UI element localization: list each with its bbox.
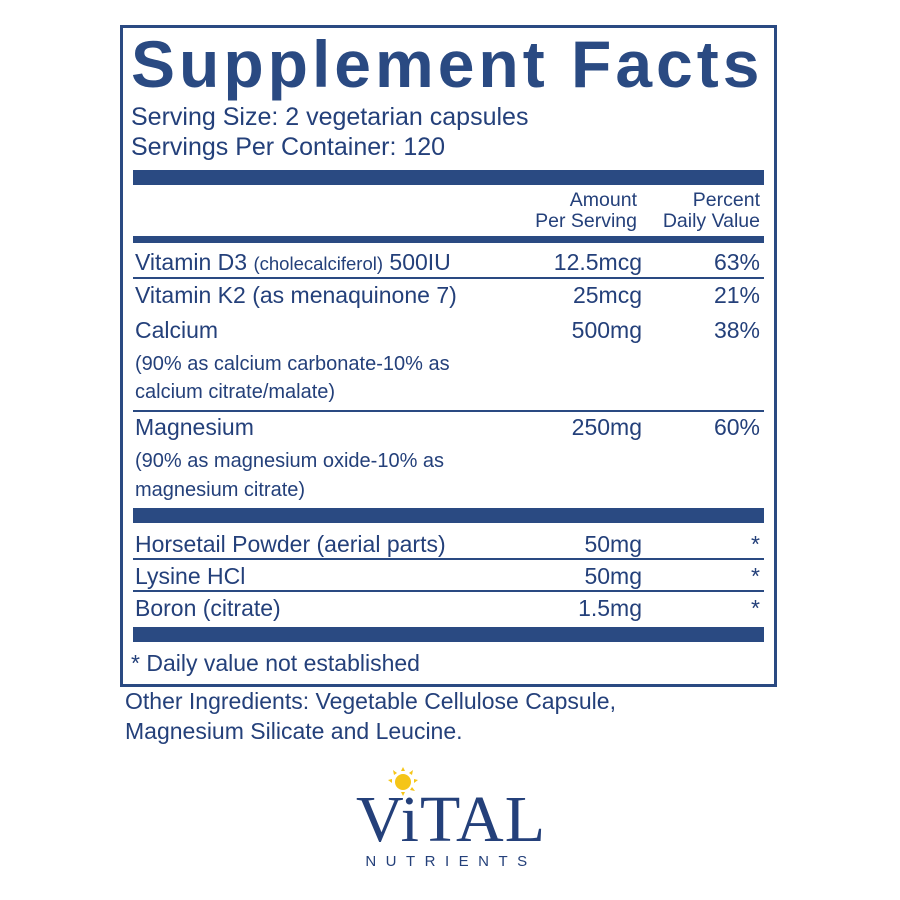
ingredient-name-lysine: Lysine HCl bbox=[135, 563, 246, 589]
nutrient-name-vitamin-d3: Vitamin D3 (cholecalciferol) 500IU bbox=[135, 248, 451, 278]
serving-size: Serving Size: 2 vegetarian capsules bbox=[131, 103, 529, 131]
nutrient-qualifier: (cholecalciferol) bbox=[253, 253, 384, 274]
brand-wordmark: ViTAL bbox=[355, 783, 547, 856]
brand-tagline: NUTRIENTS bbox=[365, 853, 537, 870]
nutrient-dv: 21% bbox=[713, 282, 760, 308]
supplement-facts-panel: Supplement Facts Serving Size: 2 vegetar… bbox=[120, 25, 777, 687]
daily-value-footnote: * Daily value not established bbox=[131, 650, 420, 676]
thick-divider-bottom bbox=[133, 627, 764, 642]
row-separator bbox=[133, 277, 764, 279]
amount-header-line2: Per Serving bbox=[535, 210, 637, 232]
nutrient-amount: 25mcg bbox=[572, 282, 642, 308]
amount-per-serving-header: Amount Per Serving bbox=[535, 190, 637, 232]
ingredient-amount: 1.5mg bbox=[578, 595, 642, 621]
panel-title: Supplement Facts bbox=[131, 27, 764, 101]
other-ingredients-line1: Other Ingredients: Vegetable Cellulose C… bbox=[125, 688, 616, 714]
other-ingredients-line2: Magnesium Silicate and Leucine. bbox=[125, 718, 463, 744]
nutrient-dv: 38% bbox=[713, 317, 760, 343]
ingredient-dv: * bbox=[751, 595, 760, 621]
nutrient-name-calcium: Calcium bbox=[135, 317, 219, 343]
sun-icon bbox=[388, 767, 418, 796]
dv-header-line2: Daily Value bbox=[662, 210, 760, 232]
row-separator bbox=[133, 558, 764, 560]
row-separator bbox=[133, 410, 764, 412]
ingredient-dv: * bbox=[751, 531, 760, 557]
nutrient-amount: 12.5mcg bbox=[553, 249, 642, 275]
ingredient-name-boron: Boron (citrate) bbox=[135, 595, 281, 621]
nutrient-detail: calcium citrate/malate) bbox=[135, 381, 336, 403]
row-separator bbox=[133, 590, 764, 592]
header-divider bbox=[133, 236, 764, 243]
dv-header-line1: Percent bbox=[692, 189, 760, 211]
servings-per-container: Servings Per Container: 120 bbox=[131, 133, 446, 161]
thick-divider-middle bbox=[133, 508, 764, 523]
ingredient-amount: 50mg bbox=[584, 531, 642, 557]
nutrient-amount: 500mg bbox=[571, 317, 642, 343]
nutrient-detail: (90% as calcium carbonate-10% as bbox=[135, 353, 450, 375]
thick-divider-top bbox=[133, 170, 764, 185]
vital-nutrients-logo: ViTAL NUTRIENTS bbox=[336, 765, 566, 875]
other-ingredients: Other Ingredients: Vegetable Cellulose C… bbox=[125, 686, 765, 746]
nutrient-iu: 500IU bbox=[389, 249, 451, 275]
nutrient-amount: 250mg bbox=[571, 414, 642, 440]
nutrient-name: Vitamin D3 bbox=[135, 249, 248, 275]
daily-value-header: Percent Daily Value bbox=[663, 190, 760, 232]
ingredient-amount: 50mg bbox=[584, 563, 642, 589]
nutrient-name-vitamin-k2: Vitamin K2 (as menaquinone 7) bbox=[135, 282, 457, 308]
nutrient-name-magnesium: Magnesium bbox=[135, 414, 254, 440]
nutrient-detail: magnesium citrate) bbox=[135, 479, 306, 501]
amount-header-line1: Amount bbox=[569, 189, 637, 211]
nutrient-detail: (90% as magnesium oxide-10% as bbox=[135, 450, 445, 472]
nutrient-dv: 60% bbox=[713, 414, 760, 440]
nutrient-dv: 63% bbox=[713, 249, 760, 275]
ingredient-dv: * bbox=[751, 563, 760, 589]
ingredient-name-horsetail: Horsetail Powder (aerial parts) bbox=[135, 531, 446, 557]
